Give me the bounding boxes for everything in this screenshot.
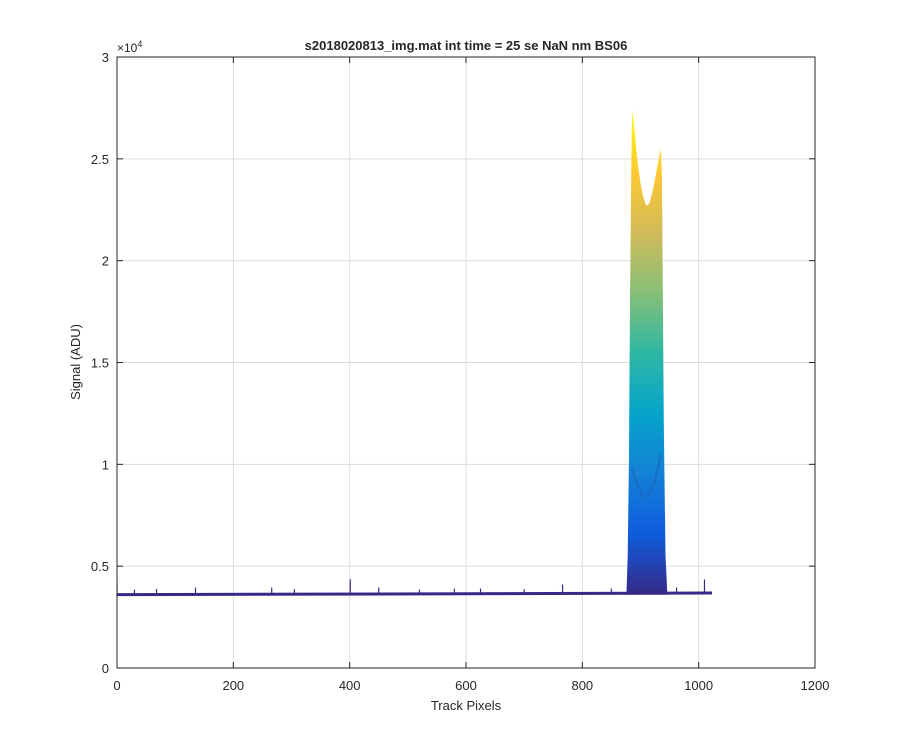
x-tick-label: 800 <box>571 678 593 693</box>
chart-title: s2018020813_img.mat int time = 25 se NaN… <box>305 38 628 53</box>
y-tick-label: 0 <box>102 661 109 676</box>
y-tick-label: 1.5 <box>91 356 109 371</box>
y-tick-label: 3 <box>102 50 109 65</box>
x-tick-label: 600 <box>455 678 477 693</box>
baseline-spikes <box>117 579 706 595</box>
plot-area <box>117 110 713 597</box>
x-tick-label: 400 <box>339 678 361 693</box>
x-axis-label: Track Pixels <box>431 698 502 713</box>
x-tick-label: 1200 <box>801 678 830 693</box>
y-tick-label: 0.5 <box>91 559 109 574</box>
y-exponent-base: ×10 <box>117 41 138 55</box>
y-tick-label: 2 <box>102 254 109 269</box>
x-tick-label: 200 <box>222 678 244 693</box>
baseline-series <box>117 591 713 597</box>
x-axis: 0 200 400 600 800 1000 1200 <box>113 57 829 693</box>
y-axis-label: Signal (ADU) <box>68 324 83 400</box>
y-tick-label: 2.5 <box>91 152 109 167</box>
y-tick-label: 1 <box>102 457 109 472</box>
x-tick-label: 1000 <box>684 678 713 693</box>
y-exponent-power: 4 <box>137 39 142 49</box>
y-axis: 0 0.5 1 1.5 2 2.5 3 <box>91 50 815 676</box>
y-exponent-label: ×104 <box>117 39 142 55</box>
x-tick-label: 0 <box>113 678 120 693</box>
peak-inner-trough <box>630 453 662 499</box>
